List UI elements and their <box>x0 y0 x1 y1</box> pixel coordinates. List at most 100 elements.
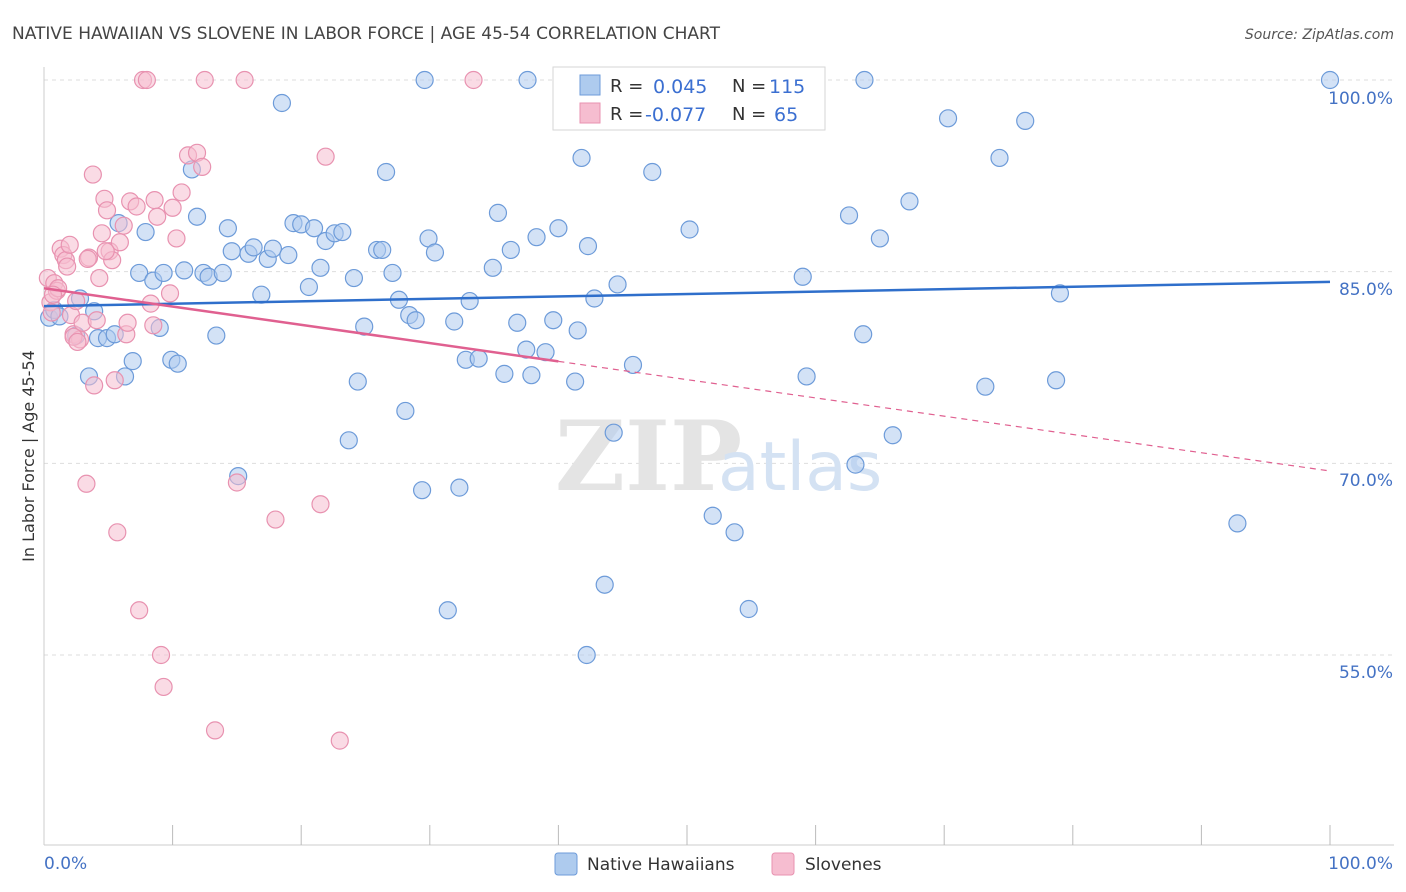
native-hawaiians-point <box>373 240 392 260</box>
slovenes-point <box>130 601 149 620</box>
slovenes-point <box>90 268 109 288</box>
legend-swatch-native-hawaiians <box>579 74 601 96</box>
chart-title: NATIVE HAWAIIAN VS SLOVENE IN LABOR FORC… <box>12 24 721 44</box>
trend-line-slovenes-dashed <box>558 360 1331 472</box>
native-hawaiians-point <box>299 277 319 297</box>
bottom-legend-swatch-slovenes <box>771 852 795 876</box>
native-hawaiians-point <box>279 245 298 265</box>
slovenes-point <box>235 70 254 90</box>
native-hawaiians-point <box>1046 371 1066 390</box>
native-hawaiians-point <box>577 645 596 665</box>
native-hawaiians-point <box>578 237 598 256</box>
native-hawaiians-point <box>136 222 155 242</box>
legend-r-label-2: R = <box>610 104 643 125</box>
legend-r-value-native-hawaiians: 0.045 <box>653 76 707 98</box>
slovenes-point <box>97 201 117 220</box>
slovenes-point <box>114 216 133 235</box>
source-label: Source: ZipAtlas.com <box>1245 27 1394 43</box>
slovenes-point <box>83 165 102 184</box>
native-hawaiians-point <box>501 240 520 260</box>
slovenes-point <box>464 70 483 90</box>
native-hawaiians-point <box>549 219 568 238</box>
native-hawaiians-point <box>263 239 283 258</box>
slovenes-point <box>330 731 349 750</box>
native-hawaiians-point <box>445 312 464 331</box>
native-hawaiians-point <box>130 263 149 283</box>
native-hawaiians-point <box>1016 111 1035 130</box>
native-hawaiians-point <box>213 263 232 283</box>
native-hawaiians-point <box>725 523 744 542</box>
slovenes-point <box>77 474 96 493</box>
slovenes-point <box>311 495 330 514</box>
native-hawaiians-point <box>1050 284 1070 303</box>
slovenes-point <box>58 257 77 276</box>
native-hawaiians-point <box>244 238 263 257</box>
native-hawaiians-point <box>272 93 292 113</box>
native-hawaiians-point <box>839 206 859 225</box>
native-hawaiians-point <box>218 219 237 238</box>
slovenes-point <box>96 242 115 261</box>
native-hawaiians-point <box>187 207 207 226</box>
legend-n-label-2: N = <box>732 104 766 125</box>
native-hawaiians-point <box>604 423 623 442</box>
series-legend: Native Hawaiians Slovenes <box>554 852 882 876</box>
slovenes-point <box>193 157 212 176</box>
native-hawaiians-point <box>566 372 585 391</box>
native-hawaiians-point <box>870 229 890 248</box>
y-tick-label-70: 70.0% <box>1339 471 1393 491</box>
slovenes-point <box>108 523 127 542</box>
native-hawaiians-point <box>355 317 374 336</box>
native-hawaiians-point <box>344 268 364 288</box>
slovenes-point <box>42 303 61 322</box>
bottom-legend-swatch-native-hawaiians <box>554 852 578 876</box>
slovenes-point <box>127 197 146 216</box>
slovenes-point <box>167 229 186 248</box>
slovenes-point <box>316 147 335 166</box>
trend-line-native-hawaiians <box>43 280 1331 308</box>
native-hawaiians-point <box>460 291 479 311</box>
native-hawaiians-point <box>595 575 614 594</box>
slovenes-point <box>144 316 163 335</box>
native-hawaiians-point <box>339 431 358 450</box>
native-hawaiians-point <box>938 109 958 128</box>
series-slovenes <box>38 70 483 750</box>
watermark-zip: ZIP <box>555 400 742 513</box>
slovenes-point <box>87 311 106 330</box>
legend-swatch-slovenes <box>579 102 601 124</box>
native-hawaiians-point <box>425 243 445 262</box>
slovenes-point <box>172 183 191 202</box>
native-hawaiians-point <box>483 258 502 277</box>
slovenes-point <box>195 70 214 90</box>
slovenes-point <box>78 249 97 268</box>
slovenes-point <box>205 721 225 740</box>
x-tick-marks <box>172 825 1331 845</box>
native-hawaiians-point <box>304 219 324 238</box>
native-hawaiians-point <box>990 148 1009 168</box>
native-hawaiians-point <box>623 355 643 375</box>
native-hawaiians-point <box>568 321 587 340</box>
x-tick-label-min: 0.0% <box>44 854 87 874</box>
native-hawaiians-point <box>495 364 514 383</box>
slovenes-point <box>154 677 173 697</box>
native-hawaiians-point <box>976 377 995 396</box>
native-hawaiians-point <box>252 285 271 304</box>
native-hawaiians-point <box>469 349 488 368</box>
native-hawaiians-point <box>517 340 536 359</box>
y-tick-label-100: 100.0% <box>1328 89 1393 109</box>
native-hawaiians-point <box>1320 70 1340 90</box>
stats-legend: R = 0.045 N = 115 R = -0.077 N = 65 <box>552 66 826 131</box>
slovenes-point <box>266 510 285 529</box>
legend-n-label-1: N = <box>732 76 766 97</box>
native-hawaiians-point <box>438 601 457 620</box>
native-hawaiians-point <box>383 263 402 283</box>
native-hawaiians-point <box>643 162 662 182</box>
slovenes-point <box>68 332 87 352</box>
slovenes-point <box>92 224 111 243</box>
native-hawaiians-point <box>1228 514 1247 533</box>
slovenes-point <box>148 207 167 226</box>
legend-r-value-slovenes: -0.077 <box>645 104 706 126</box>
native-hawaiians-point <box>168 354 187 373</box>
series-native-hawaiians <box>40 70 1340 665</box>
slovenes-point <box>160 284 180 303</box>
